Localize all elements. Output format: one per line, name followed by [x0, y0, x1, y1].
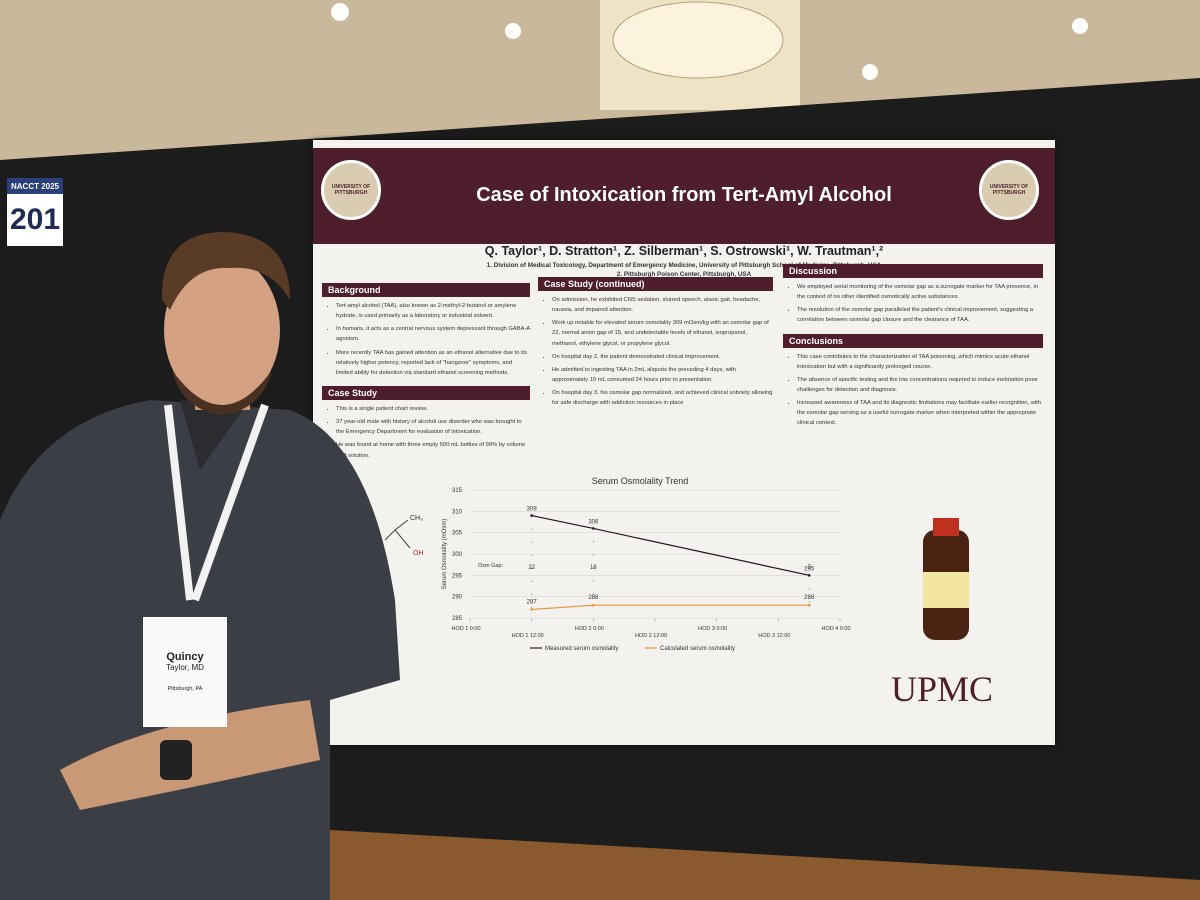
poster-header: UNIVERSITY OF PITTSBURGH UNIVERSITY OF P…: [313, 148, 1055, 244]
seal: UNIVERSITY OF PITTSBURGH: [321, 160, 381, 220]
bullet-list: Tert-amyl alcohol (TAA), also known as 2…: [322, 301, 530, 378]
board-badge-band: [7, 178, 63, 194]
ceiling-light: [505, 23, 521, 39]
bullet: More recently TAA has gained attention a…: [336, 348, 530, 378]
section-heading: Case Study: [322, 385, 530, 400]
poster-title: Case of Intoxication from Tert-Amyl Alco…: [476, 184, 892, 206]
bullet: On hospital day 3, his osmolar gap norma…: [552, 388, 773, 408]
authors: Q. Taylor¹, D. Stratton¹, Z. Silberman¹,…: [484, 244, 884, 258]
section-heading: Conclusions: [783, 333, 1043, 348]
bullet: In humans, it acts as a central nervous …: [336, 324, 530, 344]
column: Background Tert-amyl alcohol (TAA), also …: [322, 283, 530, 469]
ceiling-light: [1072, 18, 1088, 34]
affiliation: 2. Pittsburgh Poison Center, Pittsburgh,…: [616, 271, 752, 278]
affiliation: 1. Division of Medical Toxicology, Depar…: [486, 262, 882, 269]
bullet: Tert-amyl alcohol (TAA), also known as 2…: [336, 301, 530, 321]
upmc-logo: UPMC: [891, 669, 994, 709]
column: Case Study (continued) On admission, he e…: [538, 277, 773, 416]
poster: UNIVERSITY OF PITTSBURGH UNIVERSITY OF P…: [313, 140, 1055, 745]
name-badge: Quincy Taylor, MD Pittsburgh, PA: [143, 617, 227, 727]
badge-last-name: Taylor, MD: [166, 663, 204, 672]
bullet-list: We employed serial monitoring of the osm…: [783, 282, 1043, 326]
bullet: This case contributes to the characteriz…: [797, 352, 1043, 372]
section-heading: Discussion: [783, 264, 1043, 278]
column: Discussion We employed serial monitoring …: [783, 264, 1043, 437]
bullet: The resolution of the osmolar gap parall…: [797, 305, 1043, 325]
ceiling-light: [862, 64, 878, 80]
bullet: Increased awareness of TAA and its diagn…: [797, 398, 1043, 428]
badge-city: Pittsburgh, PA: [167, 686, 203, 692]
badge-number: 201: [10, 203, 60, 236]
bullet: Work up notable for elevated serum osmol…: [552, 318, 773, 348]
section-heading: Background: [322, 283, 530, 297]
section-heading: Case Study (continued): [538, 277, 773, 291]
badge-first-name: Quincy: [166, 651, 204, 663]
bullet: On hospital day 2, the patient demonstra…: [552, 352, 773, 362]
bullet-list: This case contributes to the characteriz…: [783, 352, 1043, 429]
seal: UNIVERSITY OF PITTSBURGH: [979, 160, 1039, 220]
badge-event: NACCT 2025: [11, 182, 60, 191]
ceiling-light: [331, 3, 349, 21]
bullet: On admission, he exhibited CNS sedation,…: [552, 295, 773, 315]
bullet: 37 year-old male with history of alcohol…: [336, 417, 530, 437]
chandelier: [612, 1, 784, 79]
bullet-list: This is a single patient chart review. 37…: [322, 404, 530, 461]
bullet: The absence of specific testing and the …: [797, 375, 1043, 395]
bullet-list: On admission, he exhibited CNS sedation,…: [538, 295, 773, 408]
bullet: This is a single patient chart review.: [336, 404, 530, 414]
bullet: He admitted to ingesting TAA in 2mL aliq…: [552, 365, 773, 385]
bullet: We employed serial monitoring of the osm…: [797, 282, 1043, 302]
bullet: He was found at home with three empty 50…: [336, 440, 530, 460]
